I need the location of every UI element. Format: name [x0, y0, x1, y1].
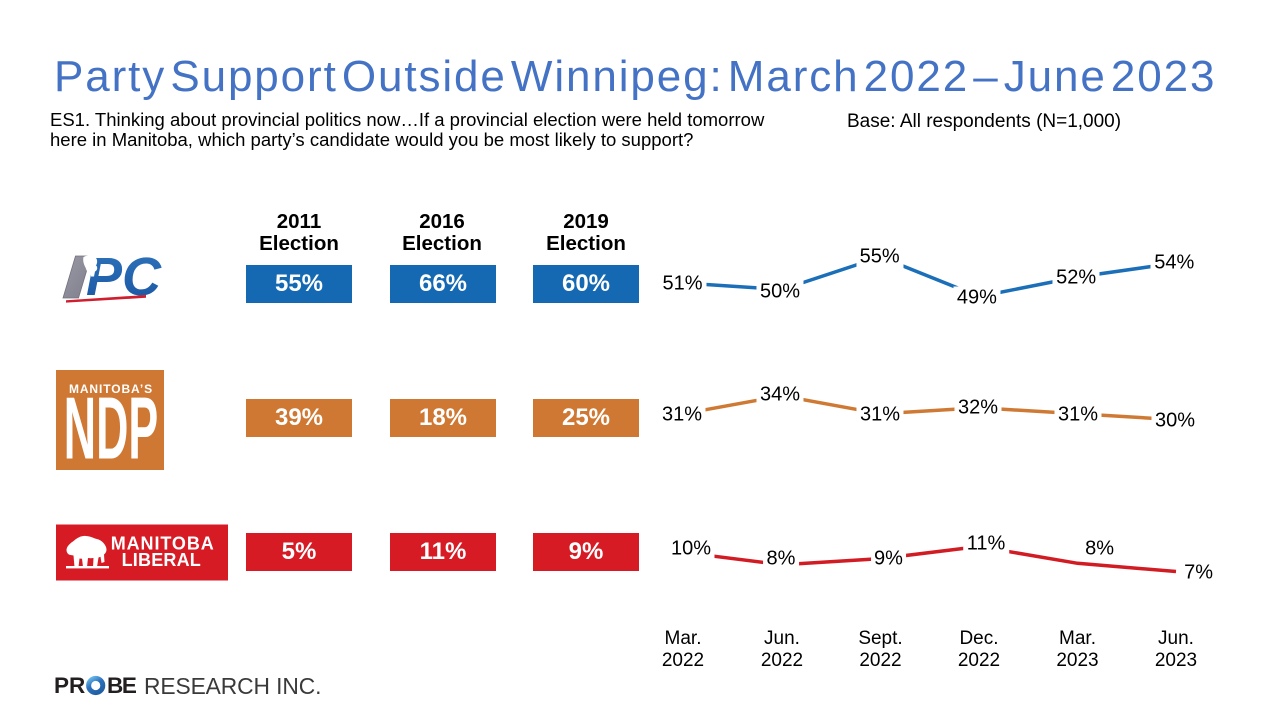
svg-text:MANITOBA: MANITOBA [111, 534, 215, 554]
svg-text:NDP: NDP [64, 379, 158, 477]
svg-text:MANITOBA’S: MANITOBA’S [69, 382, 153, 396]
svg-text:LIBERAL: LIBERAL [122, 550, 201, 570]
